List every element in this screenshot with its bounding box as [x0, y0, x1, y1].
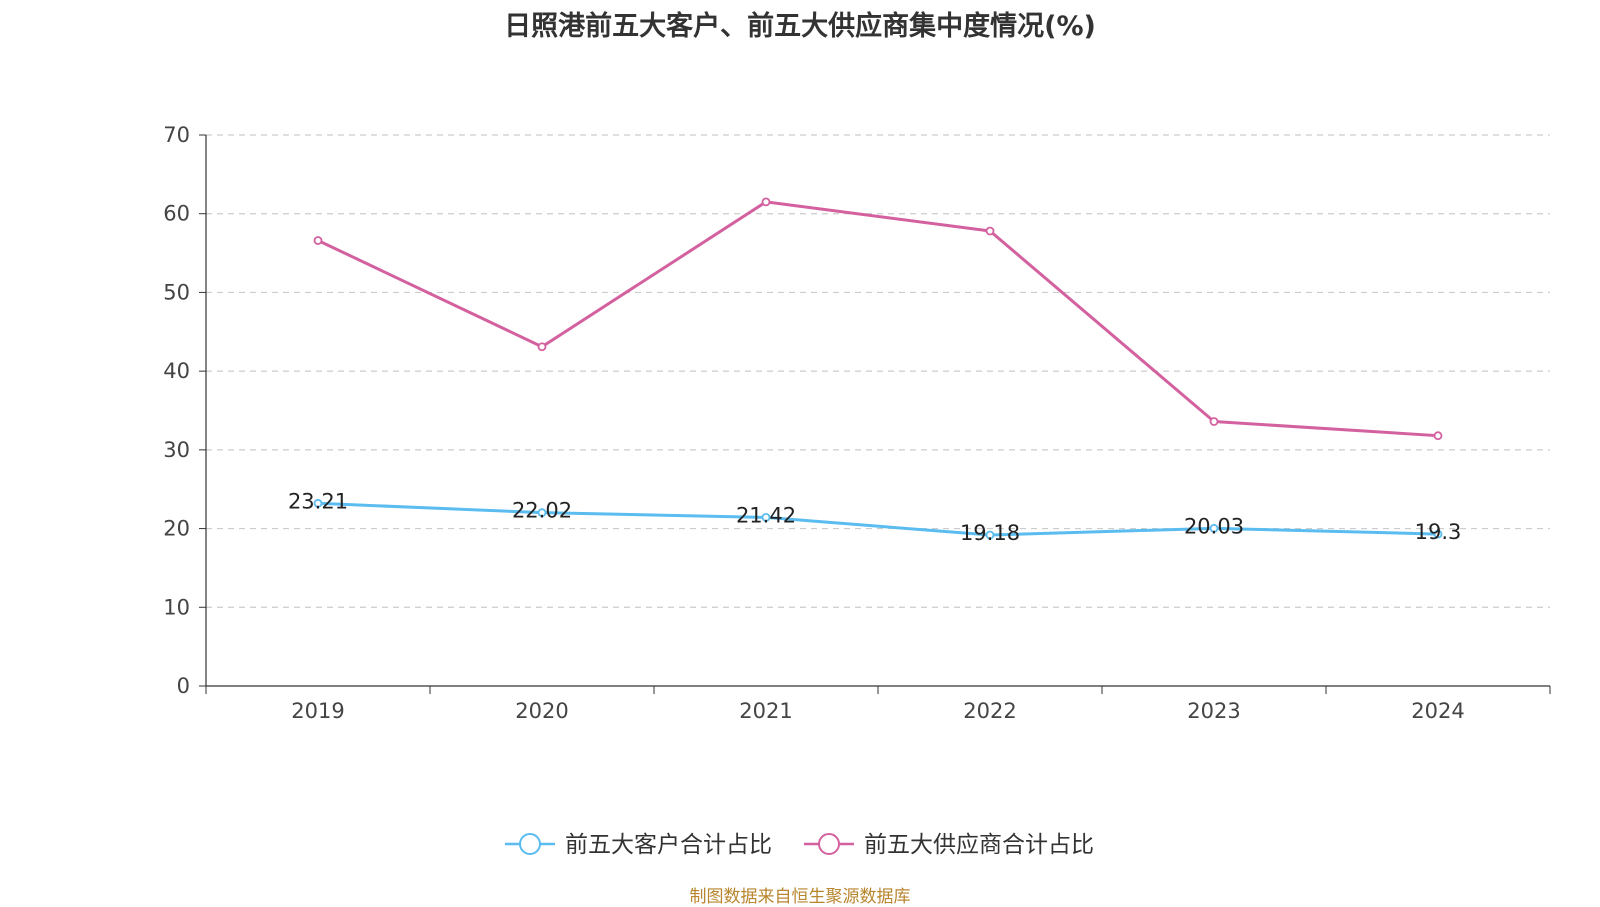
data-point — [1433, 431, 1443, 441]
x-tick-label: 2019 — [291, 699, 344, 723]
data-point — [761, 512, 771, 522]
data-label: 19.18 — [960, 521, 1020, 545]
data-point — [761, 197, 771, 207]
data-point — [1209, 417, 1219, 426]
x-tick-label: 2022 — [963, 699, 1016, 723]
y-tick-label: 40 — [163, 359, 190, 383]
x-tick-label: 2020 — [515, 699, 568, 723]
data-point — [313, 498, 323, 508]
data-label: 19.3 — [1415, 520, 1462, 544]
data-point — [985, 226, 995, 236]
data-label: 23.21 — [288, 489, 348, 513]
x-tick-label: 2023 — [1187, 699, 1240, 723]
chart-title: 日照港前五大客户、前五大供应商集中度情况(%) — [504, 11, 1096, 42]
y-tick-label: 60 — [163, 202, 190, 226]
data-point — [313, 236, 323, 245]
legend-marker-1 — [519, 833, 541, 855]
legend-label-2: 前五大供应商合计占比 — [864, 832, 1094, 858]
series-line-1 — [317, 501, 1439, 537]
data-point — [537, 342, 547, 352]
y-tick-label: 10 — [163, 595, 190, 619]
legend-label-1: 前五大客户合计占比 — [565, 832, 772, 858]
data-point — [1209, 523, 1219, 533]
data-label: 21.42 — [736, 503, 796, 527]
data-point — [537, 508, 547, 518]
x-tick-label: 2024 — [1411, 699, 1464, 723]
y-tick-label: 50 — [163, 280, 190, 304]
y-tick-label: 20 — [163, 517, 190, 541]
data-point — [985, 530, 995, 540]
y-tick-label: 0 — [177, 674, 190, 698]
source-note: 制图数据来自恒生聚源数据库 — [689, 887, 911, 907]
legend-marker-2 — [818, 833, 840, 855]
y-tick-label: 30 — [163, 438, 190, 462]
data-label: 22.02 — [512, 499, 572, 523]
data-point — [1433, 529, 1443, 539]
y-tick-label: 70 — [163, 123, 190, 147]
series-line-2 — [317, 200, 1439, 438]
data-label: 20.03 — [1184, 514, 1244, 538]
x-tick-label: 2021 — [739, 699, 792, 723]
